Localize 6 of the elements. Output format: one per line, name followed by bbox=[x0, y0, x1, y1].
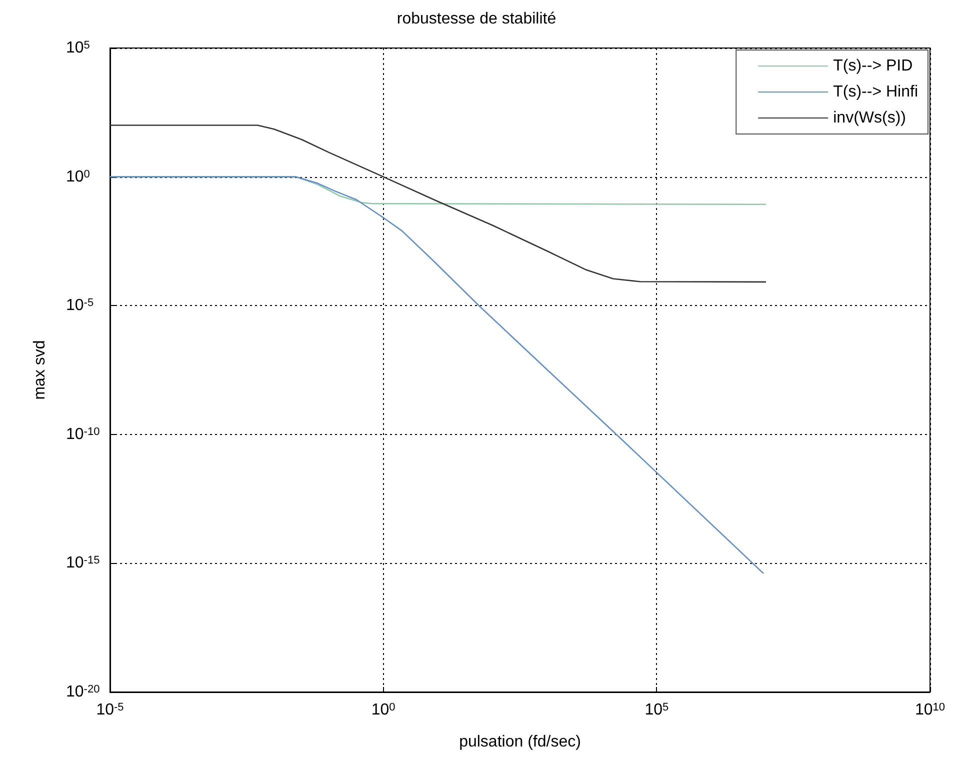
x-axis-title: pulsation (fd/sec) bbox=[459, 734, 581, 750]
chart-title: robustesse de stabilité bbox=[396, 10, 556, 28]
y-axis-title: max svd bbox=[32, 340, 48, 400]
legend-label: T(s)--> PID bbox=[833, 58, 913, 74]
legend-label: inv(Ws(s)) bbox=[833, 110, 906, 126]
legend-label: T(s)--> Hinfi bbox=[833, 84, 918, 100]
